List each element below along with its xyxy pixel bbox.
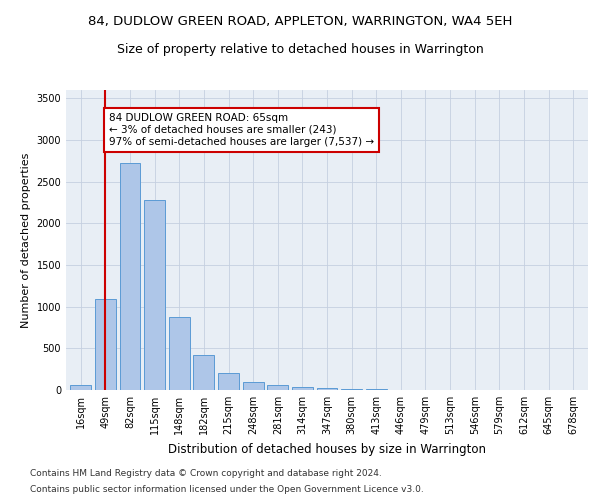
Bar — [218, 374, 239, 390]
Y-axis label: Number of detached properties: Number of detached properties — [21, 152, 31, 328]
Bar — [95, 299, 116, 390]
Bar — [70, 386, 91, 390]
Text: Contains HM Land Registry data © Crown copyright and database right 2024.: Contains HM Land Registry data © Crown c… — [30, 468, 382, 477]
Text: Contains public sector information licensed under the Open Government Licence v3: Contains public sector information licen… — [30, 485, 424, 494]
Text: Size of property relative to detached houses in Warrington: Size of property relative to detached ho… — [116, 42, 484, 56]
Bar — [366, 389, 387, 390]
Text: 84, DUDLOW GREEN ROAD, APPLETON, WARRINGTON, WA4 5EH: 84, DUDLOW GREEN ROAD, APPLETON, WARRING… — [88, 15, 512, 28]
Bar — [193, 356, 214, 390]
X-axis label: Distribution of detached houses by size in Warrington: Distribution of detached houses by size … — [168, 442, 486, 456]
Bar — [242, 382, 263, 390]
Bar — [292, 386, 313, 390]
Bar — [119, 162, 140, 390]
Text: 84 DUDLOW GREEN ROAD: 65sqm
← 3% of detached houses are smaller (243)
97% of sem: 84 DUDLOW GREEN ROAD: 65sqm ← 3% of deta… — [109, 114, 374, 146]
Bar — [317, 388, 337, 390]
Bar — [169, 316, 190, 390]
Bar — [267, 385, 288, 390]
Bar — [144, 200, 165, 390]
Bar — [341, 389, 362, 390]
